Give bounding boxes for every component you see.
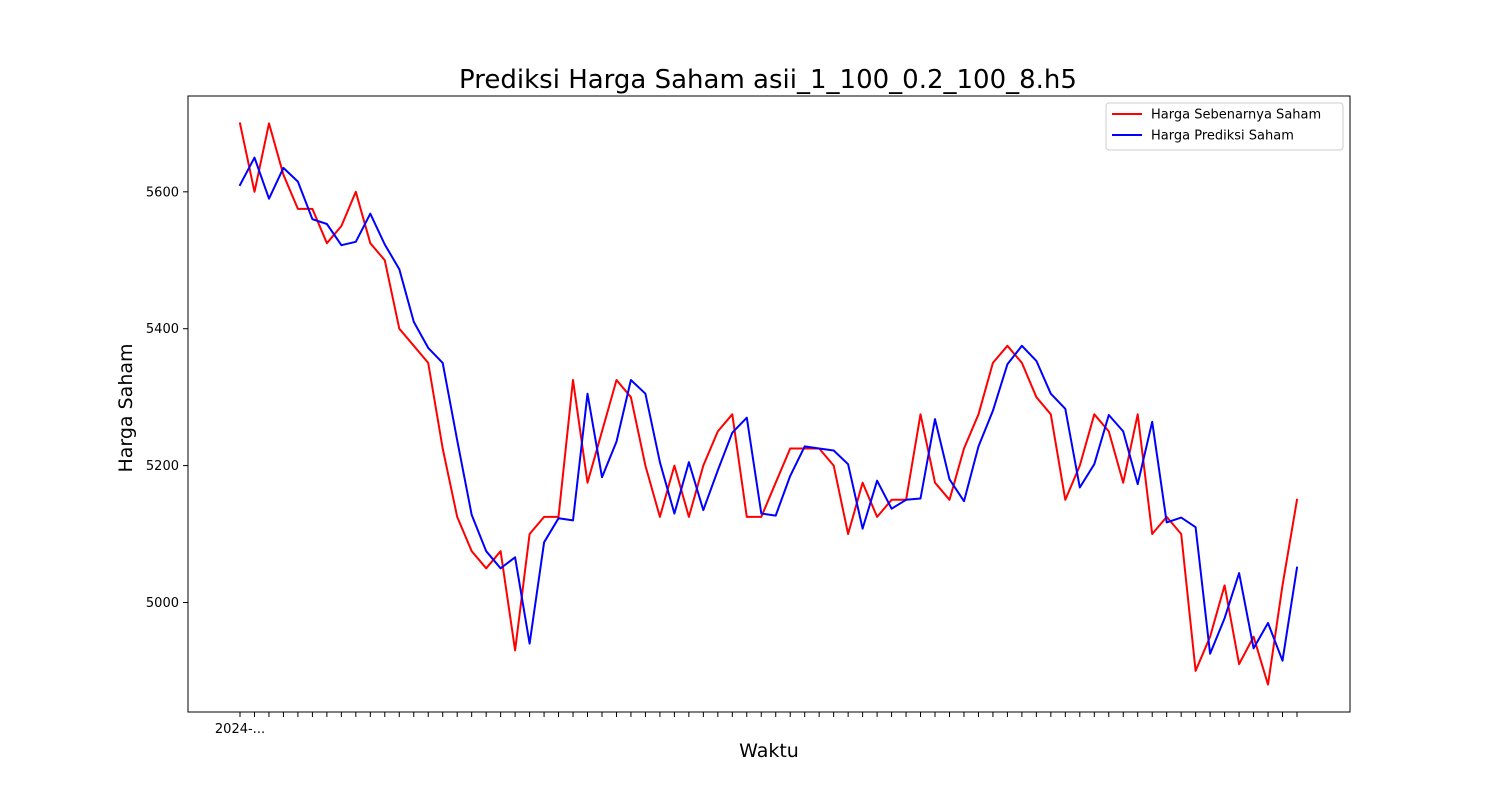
y-tick-label: 5000 [146, 596, 179, 611]
x-axis-label: Waktu [739, 740, 799, 762]
y-tick-label: 5400 [146, 322, 179, 337]
legend-box [1105, 102, 1344, 151]
y-axis: 5000 5200 5400 5600 [146, 185, 188, 611]
y-tick-label: 5600 [146, 185, 179, 200]
y-tick-label: 5200 [146, 459, 179, 474]
series-layer [238, 122, 1299, 686]
legend-entry: Harga Prediksi Saham [1151, 129, 1294, 144]
chart-title: Prediksi Harga Saham asii_1_100_0.2_100_… [459, 65, 1077, 95]
y-axis-label: Harga Saham [115, 343, 137, 472]
legend: Harga Sebenarnya Saham Harga Prediksi Sah… [1105, 102, 1344, 151]
legend-entry: Harga Sebenarnya Saham [1151, 108, 1321, 123]
plot-frame [187, 95, 1351, 713]
x-tick-label: 2024-... [215, 722, 265, 737]
series-line-predicted [238, 156, 1299, 662]
series-line-actual [238, 122, 1299, 686]
x-axis: 2024-... [215, 712, 1298, 737]
